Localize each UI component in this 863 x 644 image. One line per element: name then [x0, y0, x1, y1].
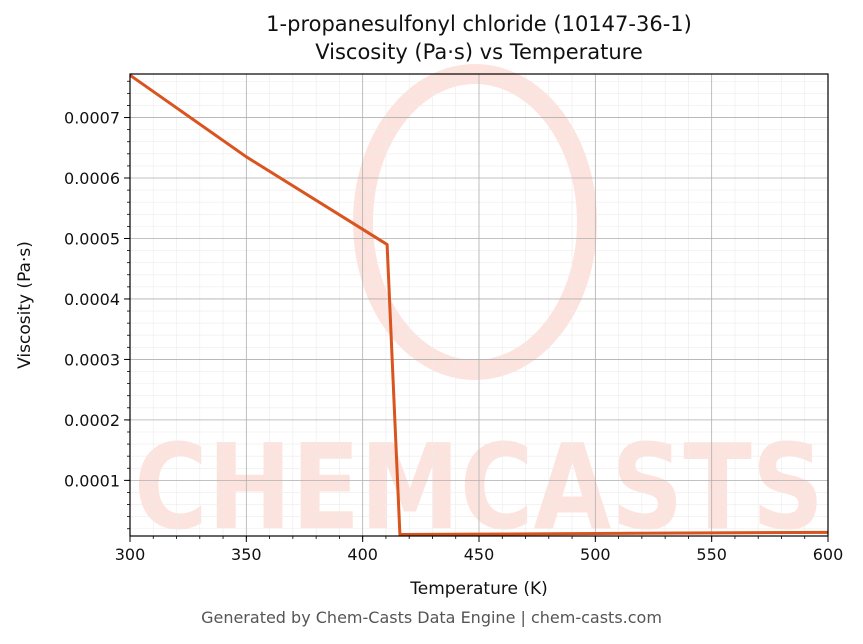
y-tick-label: 0.0007 — [64, 109, 120, 128]
viscosity-series-line — [129, 73, 829, 536]
y-tick-label: 0.0003 — [64, 350, 120, 369]
y-tick-label: 0.0002 — [64, 411, 120, 430]
x-tick-label: 400 — [347, 545, 378, 564]
footer-credit: Generated by Chem-Casts Data Engine | ch… — [201, 608, 662, 627]
y-tick-label: 0.0006 — [64, 169, 120, 188]
x-tick-label: 600 — [813, 545, 844, 564]
x-tick-label: 350 — [231, 545, 262, 564]
chart-title: 1-propanesulfonyl chloride (10147-36-1) — [266, 12, 692, 36]
x-axis: 300 350 400 450 500 550 600 — [115, 536, 844, 564]
y-tick-label: 0.0001 — [64, 471, 120, 490]
y-tick-label: 0.0004 — [64, 290, 120, 309]
watermark-logo-ring — [353, 64, 597, 380]
chart-subtitle: Viscosity (Pa·s) vs Temperature — [315, 40, 643, 64]
y-axis-label: Viscosity (Pa·s) — [15, 241, 35, 369]
x-tick-label: 550 — [696, 545, 727, 564]
x-tick-label: 300 — [115, 545, 146, 564]
x-tick-label: 450 — [464, 545, 495, 564]
x-axis-label: Temperature (K) — [409, 579, 548, 599]
y-tick-label: 0.0005 — [64, 229, 120, 248]
series-layer — [129, 73, 829, 536]
x-tick-label: 500 — [580, 545, 611, 564]
major-grid — [129, 74, 829, 536]
y-axis: 0.0001 0.0002 0.0003 0.0004 0.0005 0.0006 0.00… — [64, 80, 130, 530]
